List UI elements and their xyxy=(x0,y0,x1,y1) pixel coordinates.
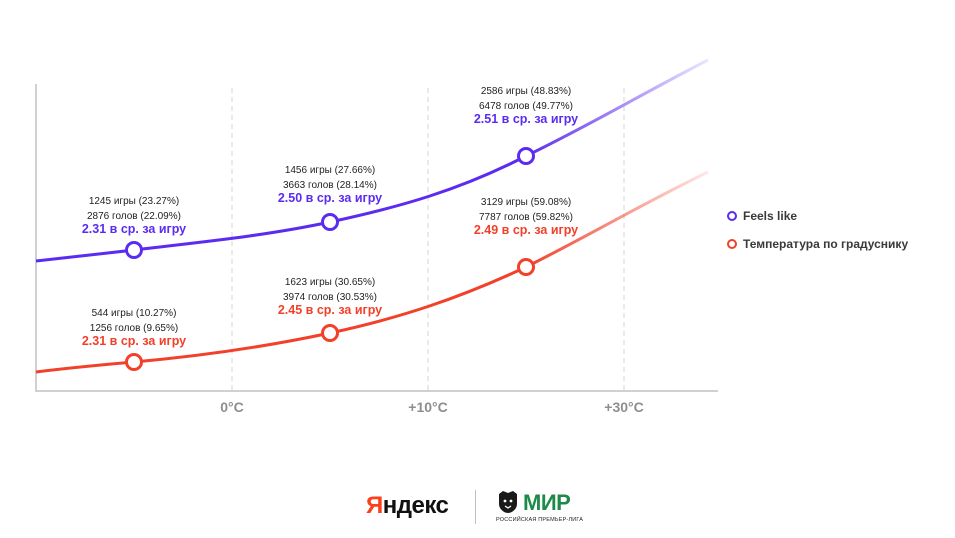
x-tick-label-2: +30°C xyxy=(604,399,643,415)
label-temperature-1-avg: 2.31 в ср. за игру xyxy=(82,334,186,348)
point-temperature-1 xyxy=(125,353,143,371)
yandex-logo-rest: ндекс xyxy=(382,492,449,519)
series-fade-temperature xyxy=(525,170,709,269)
label-temperature-3-goals: 7787 голов (59.82%) xyxy=(479,212,573,223)
rpl-lion-badge-icon xyxy=(499,491,517,513)
label-temperature-3-games: 3129 игры (59.08%) xyxy=(481,197,571,208)
legend-label-temperature: Температура по градуснику xyxy=(743,237,909,251)
label-temperature-3-avg: 2.49 в ср. за игру xyxy=(474,223,578,237)
label-feels-like-1-goals: 2876 голов (22.09%) xyxy=(87,211,181,222)
chart: 0°C +10°C +30°C 1245 игры (23.27%) 2876 … xyxy=(35,58,718,415)
label-feels-like-3-games: 2586 игры (48.83%) xyxy=(481,86,571,97)
yandex-logo-first-letter: Я xyxy=(366,492,383,519)
legend-item-temperature[interactable]: Температура по градуснику xyxy=(727,234,908,254)
label-feels-like-1-avg: 2.31 в ср. за игру xyxy=(82,222,186,236)
yandex-logo: Яндекс xyxy=(366,492,449,520)
series-fade-feels-like xyxy=(525,58,709,158)
x-tick-label-0: 0°C xyxy=(220,399,244,415)
series-line-feels-like xyxy=(35,154,527,263)
label-temperature-1-games: 544 игры (10.27%) xyxy=(92,308,177,319)
x-tick-label-1: +10°C xyxy=(408,399,447,415)
label-temperature-1-goals: 1256 голов (9.65%) xyxy=(90,323,178,334)
legend: Feels like Температура по градуснику xyxy=(727,206,908,262)
label-feels-like-2-avg: 2.50 в ср. за игру xyxy=(278,191,382,205)
label-feels-like-3-avg: 2.51 в ср. за игру xyxy=(474,112,578,126)
series-line-temperature xyxy=(35,265,527,374)
label-feels-like-2-goals: 3663 голов (28.14%) xyxy=(283,180,377,191)
label-feels-like-1-games: 1245 игры (23.27%) xyxy=(89,196,179,207)
label-temperature-2-goals: 3974 голов (30.53%) xyxy=(283,292,377,303)
legend-marker-temperature xyxy=(727,239,737,249)
point-feels-like-3 xyxy=(517,147,535,165)
label-temperature-2-avg: 2.45 в ср. за игру xyxy=(278,303,382,317)
logo-separator xyxy=(475,490,476,524)
label-temperature-2-games: 1623 игры (30.65%) xyxy=(285,277,375,288)
point-feels-like-1 xyxy=(125,241,143,259)
point-temperature-2 xyxy=(321,324,339,342)
legend-label-feels-like: Feels like xyxy=(743,209,798,223)
label-feels-like-3-goals: 6478 голов (49.77%) xyxy=(479,101,573,112)
rpl-logo-subtitle: РОССИЙСКАЯ ПРЕМЬЕР-ЛИГА xyxy=(496,517,584,523)
legend-item-feels-like[interactable]: Feels like xyxy=(727,206,908,226)
point-feels-like-2 xyxy=(321,213,339,231)
footer-logos: Яндекс МИР РОССИЙСКАЯ ПРЕМЬЕР-ЛИГА xyxy=(0,486,955,526)
label-feels-like-2-games: 1456 игры (27.66%) xyxy=(285,165,375,176)
legend-marker-feels-like xyxy=(727,211,737,221)
rpl-logo-word: МИР xyxy=(523,490,571,515)
point-temperature-3 xyxy=(517,258,535,276)
